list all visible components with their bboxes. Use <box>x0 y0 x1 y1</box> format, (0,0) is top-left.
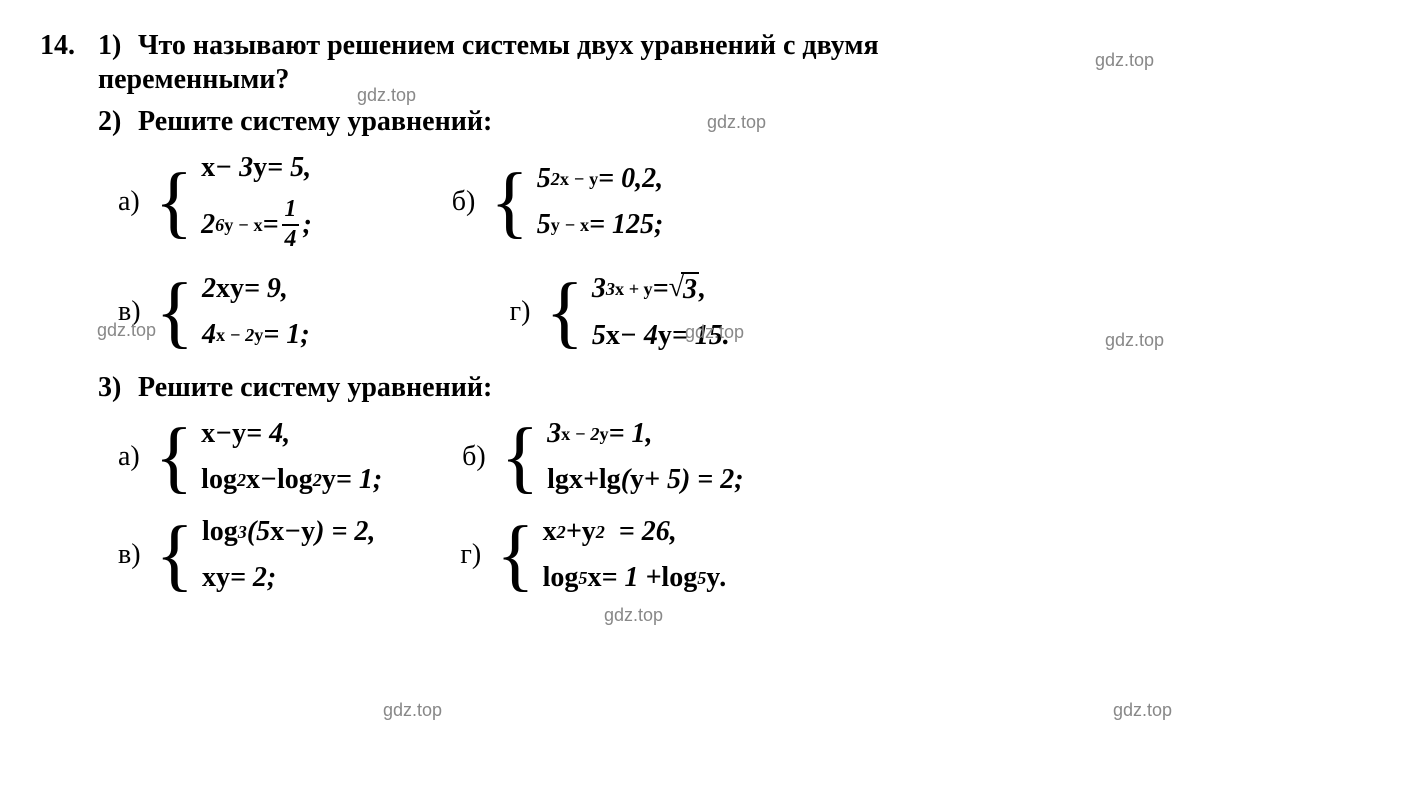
q2-row1: а) { x − 3y = 5, 26y − x = 14 ; б) { 52x… <box>118 152 1362 252</box>
brace-icon: { <box>490 163 528 241</box>
question-3: 3) Решите систему уравнений: <box>98 372 1362 404</box>
eq-stack: x2 + y2 = 26, log5 x = 1 + log5 y. <box>543 516 728 594</box>
watermark: gdz.top <box>707 112 766 133</box>
brace-icon: { <box>545 272 583 352</box>
q3-a-label: а) <box>118 441 140 473</box>
eq-stack: 52x − y = 0,2, 5y − x = 125; <box>537 163 664 241</box>
q2-a: а) { x − 3y = 5, 26y − x = 14 ; <box>118 152 312 252</box>
eq-stack: x − y = 4, log2 x − log2 y = 1; <box>201 418 382 496</box>
q2-b-eq1: 52x − y = 0,2, <box>537 163 664 195</box>
brace-system: { 52x − y = 0,2, 5y − x = 125; <box>490 163 663 241</box>
eq-stack: 3x − 2y = 1, lg x + lg (y + 5) = 2; <box>547 418 743 496</box>
watermark: gdz.top <box>383 700 442 721</box>
q2-v-eq1: 2 xy = 9, <box>202 273 310 305</box>
problem-container: 14. 1) Что называют решением системы дву… <box>40 30 1362 594</box>
brace-icon: { <box>155 152 193 252</box>
q3-g-label: г) <box>460 539 481 571</box>
question-1: 1) Что называют решением системы двух ур… <box>98 30 1362 62</box>
q3-v: в) { log3 (5x − y) = 2, xy = 2; <box>118 516 375 594</box>
eq-stack: 2 xy = 9, 4x − 2y = 1; <box>202 273 310 351</box>
q3-g-eq2: log5 x = 1 + log5 y. <box>543 562 728 594</box>
problem-number: 14. <box>40 30 80 62</box>
q3-text: Решите систему уравнений: <box>138 372 492 404</box>
q2-b: б) { 52x − y = 0,2, 5y − x = 125; <box>452 152 664 252</box>
brace-icon: { <box>156 273 194 351</box>
q2-a-eq1: x − 3y = 5, <box>201 152 312 184</box>
q3-a-eq2: log2 x − log2 y = 1; <box>201 464 382 496</box>
brace-system: { x2 + y2 = 26, log5 x = 1 + log5 y. <box>496 516 727 594</box>
brace-icon: { <box>155 418 193 496</box>
watermark: gdz.top <box>1095 50 1154 71</box>
q2-g-eq1: 33x + y = √3, <box>592 272 730 306</box>
q3-num: 3) <box>98 372 128 404</box>
brace-system: { x − 3y = 5, 26y − x = 14 ; <box>155 152 312 252</box>
q3-v-eq1: log3 (5x − y) = 2, <box>202 516 375 548</box>
q2-a-eq2: 26y − x = 14 ; <box>201 198 312 252</box>
watermark: gdz.top <box>357 85 416 106</box>
eq-stack: log3 (5x − y) = 2, xy = 2; <box>202 516 375 594</box>
watermark: gdz.top <box>604 605 663 626</box>
watermark: gdz.top <box>1113 700 1172 721</box>
q2-num: 2) <box>98 106 128 138</box>
q3-g-eq1: x2 + y2 = 26, <box>543 516 728 548</box>
watermark: gdz.top <box>97 320 156 341</box>
brace-system: { 3x − 2y = 1, lg x + lg (y + 5) = 2; <box>501 418 744 496</box>
q2-text: Решите систему уравнений: <box>138 106 492 138</box>
q3-a: а) { x − y = 4, log2 x − log2 y = 1; <box>118 418 382 496</box>
q2-a-label: а) <box>118 186 140 218</box>
q1-text-line1: Что называют решением системы двух уравн… <box>138 30 879 62</box>
q3-b-label: б) <box>462 441 486 473</box>
q3-b-eq1: 3x − 2y = 1, <box>547 418 743 450</box>
watermark: gdz.top <box>685 322 744 343</box>
q2-v-eq2: 4x − 2y = 1; <box>202 319 310 351</box>
q3-g: г) { x2 + y2 = 26, log5 x = 1 + log5 y. <box>460 516 727 594</box>
brace-icon: { <box>156 516 194 594</box>
q1-text-line2: переменными? <box>98 64 1362 96</box>
q2-b-label: б) <box>452 186 476 218</box>
watermark: gdz.top <box>1105 330 1164 351</box>
q2-g-label: г) <box>510 296 531 328</box>
brace-icon: { <box>496 516 534 594</box>
eq-stack: x − 3y = 5, 26y − x = 14 ; <box>201 152 312 252</box>
q3-v-eq2: xy = 2; <box>202 562 375 594</box>
brace-system: { x − y = 4, log2 x − log2 y = 1; <box>155 418 382 496</box>
q3-a-eq1: x − y = 4, <box>201 418 382 450</box>
q3-b-eq2: lg x + lg (y + 5) = 2; <box>547 464 743 496</box>
brace-system: { 2 xy = 9, 4x − 2y = 1; <box>156 273 310 351</box>
q3-v-label: в) <box>118 539 141 571</box>
q2-b-eq2: 5y − x = 125; <box>537 209 664 241</box>
q3-row2: в) { log3 (5x − y) = 2, xy = 2; г) { x2 … <box>118 516 1362 594</box>
q3-row1: а) { x − y = 4, log2 x − log2 y = 1; б) … <box>118 418 1362 496</box>
brace-system: { log3 (5x − y) = 2, xy = 2; <box>156 516 376 594</box>
brace-icon: { <box>501 418 539 496</box>
q1-num: 1) <box>98 30 128 62</box>
q3-b: б) { 3x − 2y = 1, lg x + lg (y + 5) = 2; <box>462 418 743 496</box>
